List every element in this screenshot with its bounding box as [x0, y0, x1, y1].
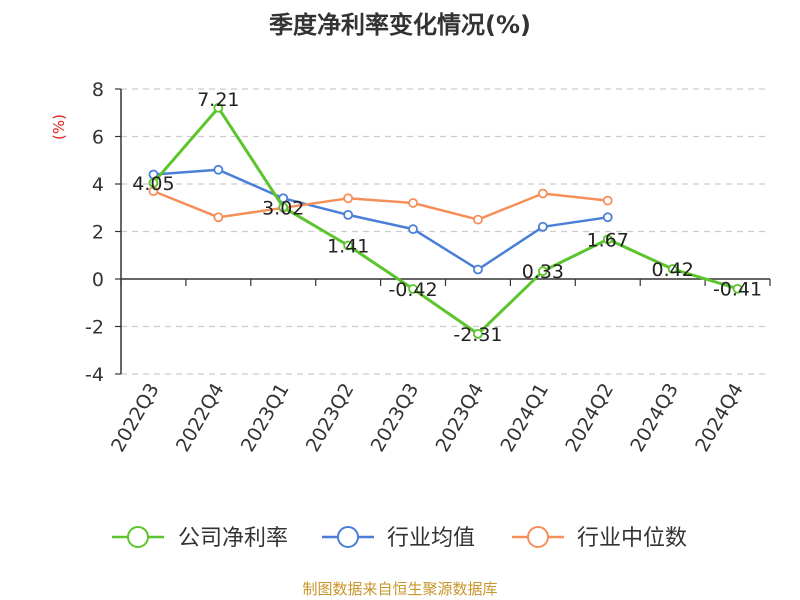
y-axis-ticks: 8 6 4 2 0 -2 -4 — [85, 79, 104, 386]
x-tick-label: 2022Q3 — [107, 380, 164, 456]
series-point-1 — [278, 193, 289, 204]
legend-swatch-marker — [337, 526, 359, 548]
legend-swatch-marker — [127, 526, 149, 548]
data-label: 3.02 — [262, 197, 304, 219]
series-point-1 — [213, 164, 224, 175]
data-label: -0.41 — [713, 279, 762, 301]
x-tick-label: 2023Q3 — [367, 380, 424, 456]
x-tick-label: 2023Q4 — [432, 380, 489, 456]
legend-item-2: 行业中位数 — [512, 526, 687, 551]
data-source: 制图数据来自恒生聚源数据库 — [302, 580, 497, 598]
x-tick-label: 2024Q3 — [626, 380, 683, 456]
data-label: 4.05 — [132, 173, 174, 195]
x-axis-ticks: 2022Q3 2022Q4 2023Q1 2023Q2 2023Q3 2023Q4 2024… — [107, 380, 748, 456]
data-label: 1.41 — [327, 236, 369, 258]
y-tick-label: 8 — [92, 79, 104, 101]
grid-lines — [121, 88, 770, 375]
series-point-0 — [602, 234, 613, 245]
series-point-0 — [343, 240, 354, 251]
series-point-2 — [408, 198, 418, 208]
series-line-2 — [152, 189, 608, 221]
series-point-0 — [148, 177, 159, 188]
legend-label: 行业中位数 — [577, 526, 687, 551]
legend-item-0: 公司净利率 — [112, 526, 288, 551]
series-point-2 — [343, 193, 354, 204]
y-axis-unit-label: (%) — [50, 114, 68, 140]
series-line-0 — [152, 106, 739, 336]
x-tick-label: 2023Q2 — [302, 380, 359, 456]
y-tick-label: -2 — [85, 317, 104, 339]
y-tick-label: 4 — [92, 174, 104, 196]
legend-item-1: 行业均值 — [322, 526, 475, 551]
chart-title: 季度净利率变化情况(%) — [269, 11, 531, 39]
data-label: 7.21 — [197, 89, 239, 111]
series-point-1 — [602, 212, 613, 223]
series-point-1 — [408, 224, 418, 235]
data-label: -2.31 — [453, 324, 502, 346]
legend-swatch-marker — [527, 526, 549, 548]
y-tick-label: -4 — [85, 364, 104, 386]
data-labels: 4.05 7.21 3.02 1.41 -0.42 -2.31 0.33 1.67 0.42 -0… — [132, 89, 762, 346]
x-tick-label: 2024Q2 — [561, 380, 618, 456]
series-point-2 — [537, 188, 548, 199]
series-line-1 — [153, 168, 608, 271]
y-tick-label: 0 — [92, 269, 104, 291]
legend-label: 行业均值 — [387, 526, 475, 551]
series-point-0 — [473, 328, 483, 339]
series-point-1 — [343, 209, 354, 220]
axes — [115, 88, 771, 375]
legend: 公司净利率 行业均值 行业中位数 — [112, 526, 687, 551]
series-point-0 — [408, 284, 418, 294]
series-point-0 — [278, 202, 289, 213]
x-tick-label: 2022Q4 — [172, 380, 229, 456]
x-tick-label: 2024Q4 — [691, 380, 748, 456]
y-tick-label: 2 — [92, 222, 104, 244]
series-point-0 — [213, 102, 224, 113]
series-point-2 — [473, 214, 483, 225]
data-label: 0.42 — [651, 259, 693, 281]
legend-label: 公司净利率 — [178, 526, 288, 551]
series-point-0 — [667, 264, 678, 274]
y-tick-label: 6 — [92, 127, 104, 149]
x-tick-label: 2024Q1 — [496, 380, 553, 456]
x-tick-label: 2023Q1 — [237, 380, 294, 456]
series-point-2 — [602, 195, 613, 206]
series-point-1 — [473, 264, 483, 275]
data-label: 1.67 — [587, 229, 629, 251]
series-point-2 — [213, 212, 224, 223]
data-label: 0.33 — [522, 261, 564, 283]
data-label: -0.42 — [388, 279, 437, 301]
series-point-1 — [537, 221, 548, 232]
series-point-0 — [537, 266, 548, 277]
series-group — [148, 102, 743, 339]
series-point-0 — [732, 283, 743, 294]
